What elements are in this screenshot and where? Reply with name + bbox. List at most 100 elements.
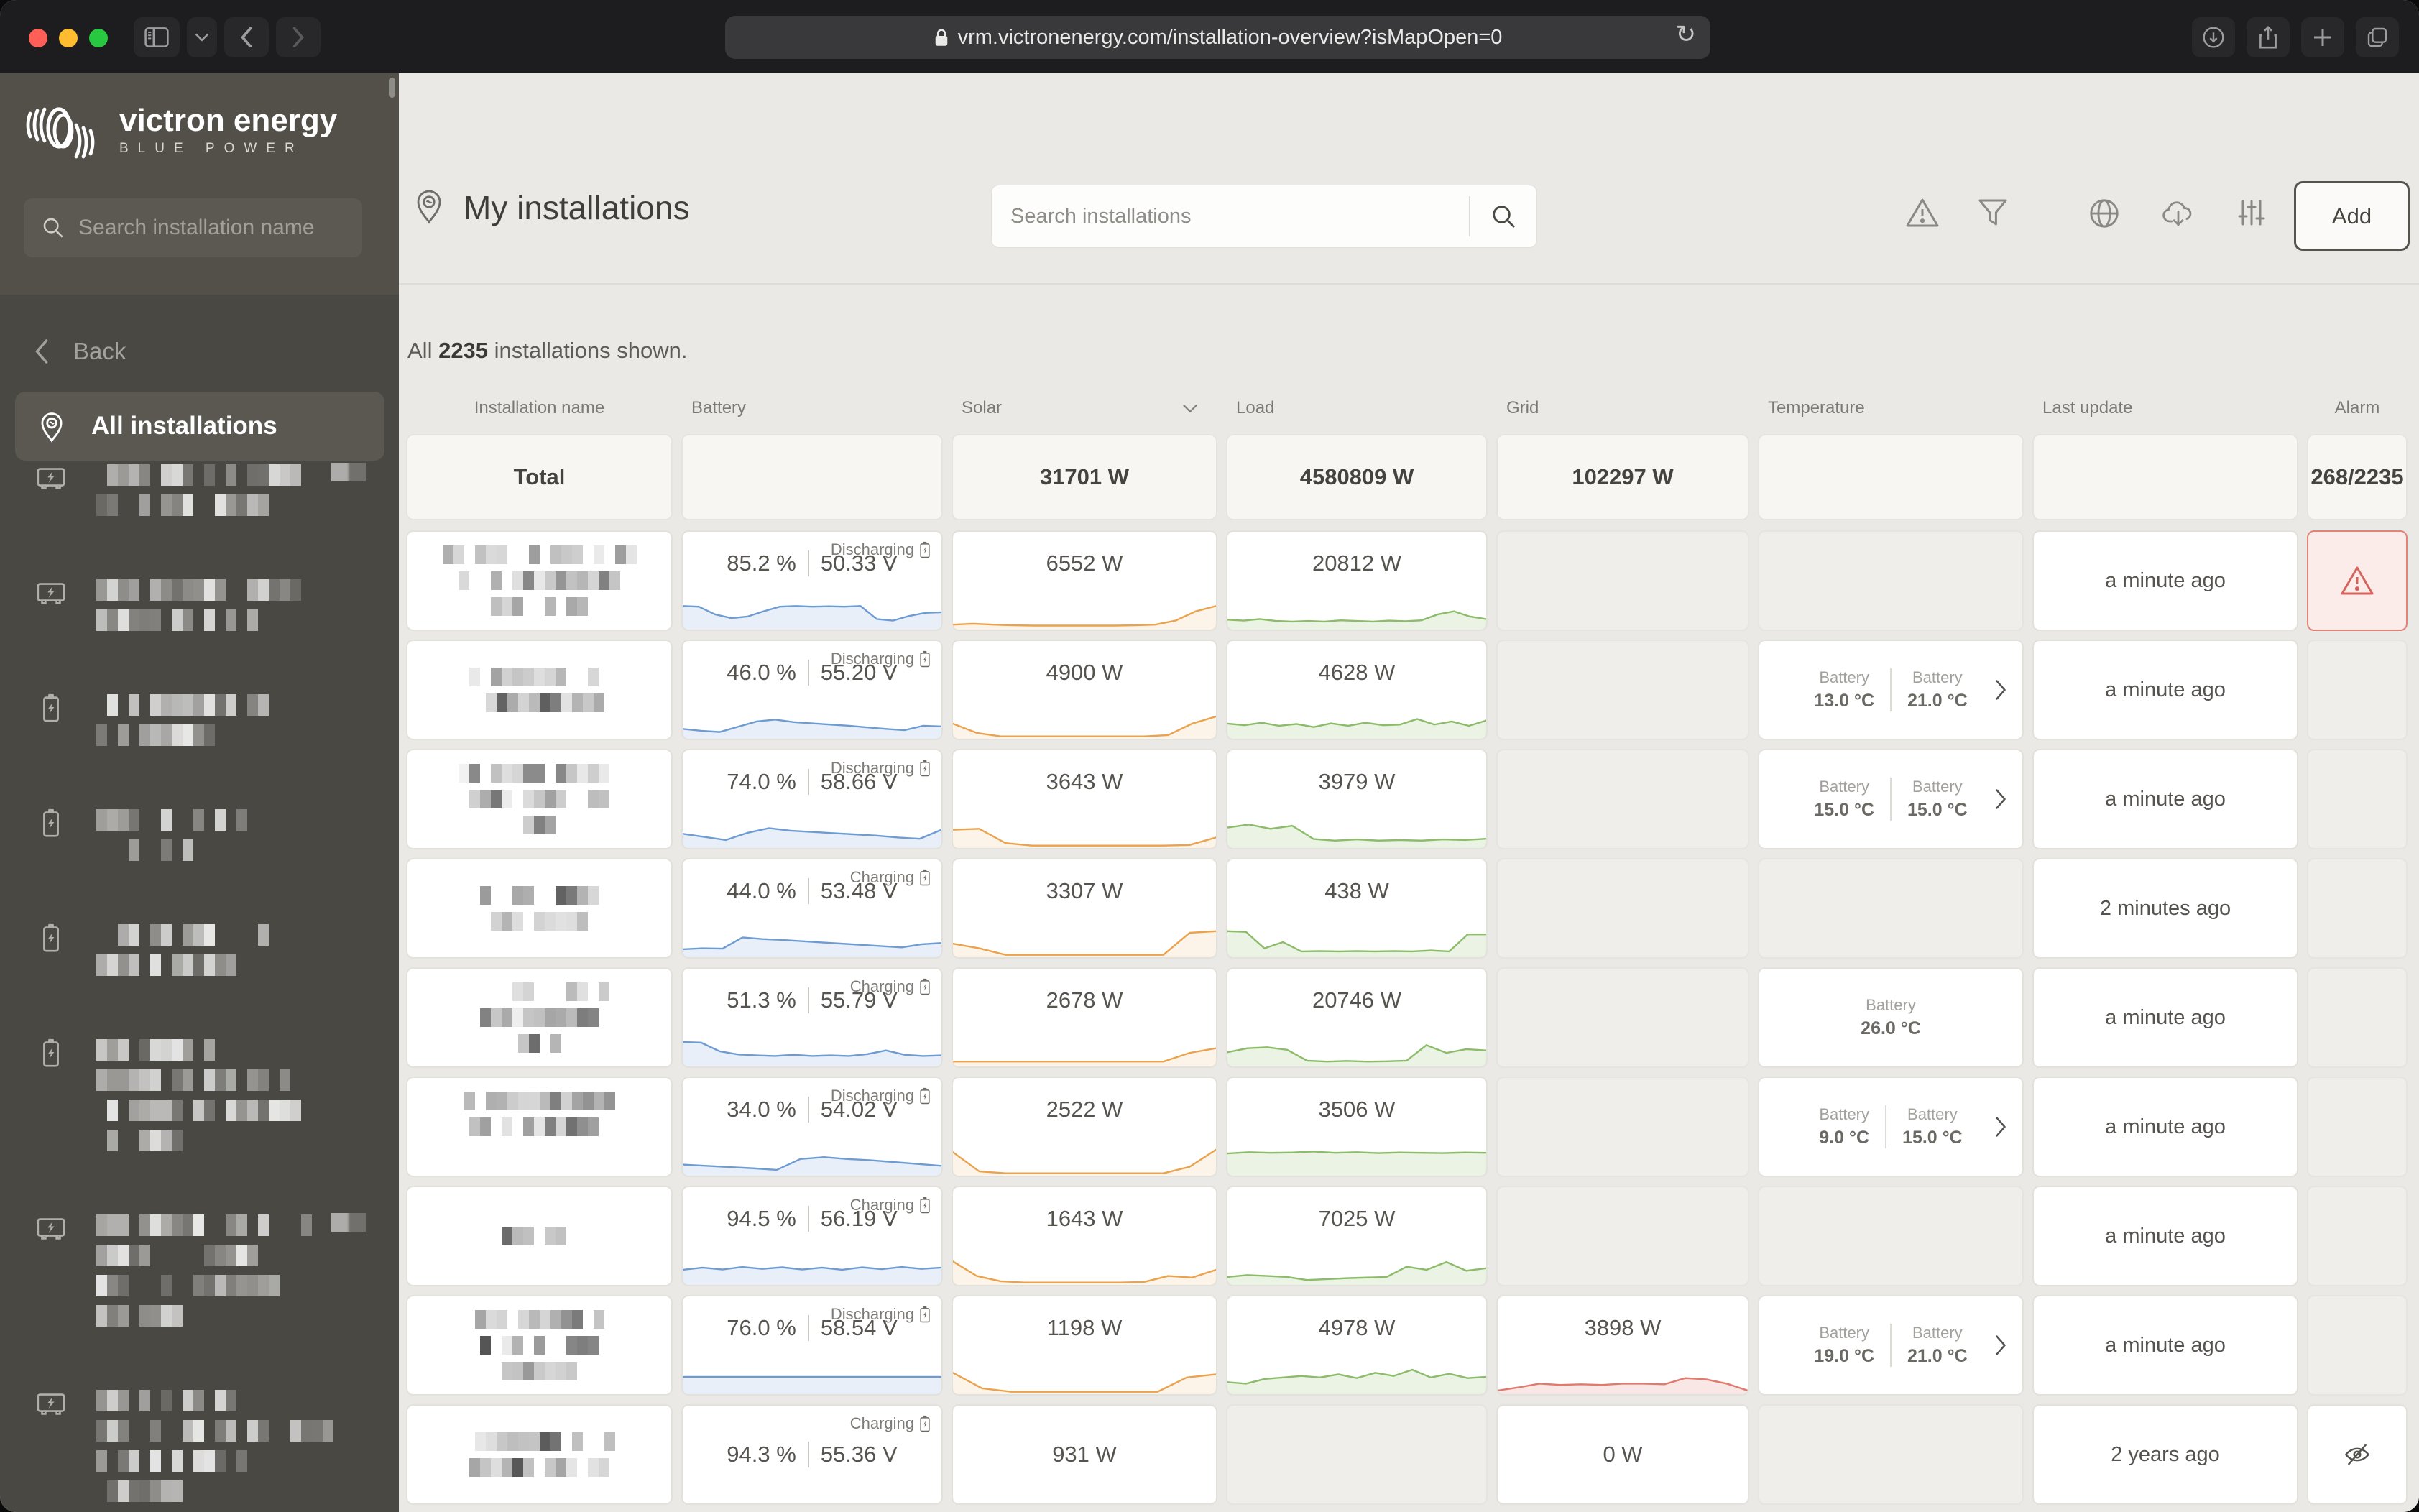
grid-cell[interactable]: 0 W [1496, 1404, 1749, 1505]
column-header-battery[interactable]: Battery [691, 398, 747, 418]
alarm-cell[interactable] [2307, 967, 2408, 1068]
installation-name-cell[interactable] [406, 1295, 673, 1396]
load-cell[interactable]: 4628 W [1226, 640, 1488, 740]
solar-cell[interactable]: 2678 W [952, 967, 1217, 1068]
grid-cell[interactable]: 3898 W [1496, 1295, 1749, 1396]
temperature-cell[interactable]: Battery 19.0 °C Battery 21.0 °C [1758, 1295, 2024, 1396]
sort-chevron-down-icon[interactable] [1183, 404, 1197, 413]
sidebar-installation-item[interactable] [0, 1210, 399, 1331]
battery-cell[interactable]: Discharging 34.0 % 54.02 V [681, 1077, 943, 1177]
column-header-last-update[interactable]: Last update [2042, 398, 2133, 418]
last-update-cell[interactable]: a minute ago [2032, 967, 2298, 1068]
download-report-button[interactable] [2161, 197, 2195, 229]
address-bar[interactable]: vrm.victronenergy.com/installation-overv… [725, 16, 1710, 59]
installation-name-cell[interactable] [406, 1186, 673, 1286]
temperature-cell[interactable]: Battery 13.0 °C Battery 21.0 °C [1758, 640, 2024, 740]
installation-name-cell[interactable] [406, 530, 673, 631]
temperature-cell[interactable]: Battery 15.0 °C Battery 15.0 °C [1758, 749, 2024, 849]
chevron-right-icon[interactable] [1995, 789, 2006, 809]
load-cell[interactable]: 20812 W [1226, 530, 1488, 631]
downloads-button[interactable] [2192, 17, 2235, 57]
column-header-solar[interactable]: Solar [952, 398, 1217, 418]
load-cell[interactable]: 7025 W [1226, 1186, 1488, 1286]
alarm-cell[interactable] [2307, 858, 2408, 959]
sidebar-installation-item[interactable] [0, 1035, 399, 1156]
column-header-temperature[interactable]: Temperature [1768, 398, 1865, 418]
sidebar-installation-item[interactable] [0, 460, 399, 520]
battery-cell[interactable]: Discharging 76.0 % 58.54 V [681, 1295, 943, 1396]
battery-cell[interactable]: Charging 44.0 % 53.48 V [681, 858, 943, 959]
column-header-alarm[interactable]: Alarm [2334, 398, 2380, 418]
grid-cell[interactable] [1496, 858, 1749, 959]
column-settings-button[interactable] [2236, 197, 2267, 229]
browser-forward-button[interactable] [276, 17, 321, 57]
solar-cell[interactable]: 3643 W [952, 749, 1217, 849]
search-installations-input[interactable] [992, 204, 1469, 229]
sidebar-installation-item[interactable] [0, 805, 399, 865]
installation-name-cell[interactable] [406, 749, 673, 849]
solar-cell[interactable]: 3307 W [952, 858, 1217, 959]
chevron-right-icon[interactable] [1995, 1117, 2006, 1137]
column-header-grid[interactable]: Grid [1506, 398, 1539, 418]
zoom-window-button[interactable] [89, 29, 108, 47]
last-update-cell[interactable]: a minute ago [2032, 530, 2298, 631]
last-update-cell[interactable]: 2 minutes ago [2032, 858, 2298, 959]
temperature-cell[interactable]: Battery 26.0 °C [1758, 967, 2024, 1068]
load-cell[interactable] [1226, 1404, 1488, 1505]
sidebar-menu-button[interactable] [187, 17, 217, 57]
installation-name-cell[interactable] [406, 1077, 673, 1177]
browser-back-button[interactable] [224, 17, 269, 57]
battery-cell[interactable]: Charging 51.3 % 55.79 V [681, 967, 943, 1068]
load-cell[interactable]: 4978 W [1226, 1295, 1488, 1396]
grid-cell[interactable] [1496, 1186, 1749, 1286]
alarm-cell[interactable] [2307, 1404, 2408, 1505]
sidebar-scrollbar-thumb[interactable] [389, 78, 395, 98]
battery-cell[interactable]: Charging 94.3 % 55.36 V [681, 1404, 943, 1505]
chevron-right-icon[interactable] [1995, 1335, 2006, 1355]
solar-cell[interactable]: 1198 W [952, 1295, 1217, 1396]
solar-cell[interactable]: 2522 W [952, 1077, 1217, 1177]
sidebar-installation-item[interactable] [0, 920, 399, 980]
alarm-cell[interactable] [2307, 749, 2408, 849]
column-header-installation-name[interactable]: Installation name [474, 398, 605, 418]
minimize-window-button[interactable] [59, 29, 78, 47]
last-update-cell[interactable]: a minute ago [2032, 1295, 2298, 1396]
last-update-cell[interactable]: a minute ago [2032, 749, 2298, 849]
sidebar-installation-item[interactable] [0, 575, 399, 635]
battery-cell[interactable]: Discharging 85.2 % 50.33 V [681, 530, 943, 631]
grid-cell[interactable] [1496, 749, 1749, 849]
solar-cell[interactable]: 6552 W [952, 530, 1217, 631]
reload-icon[interactable]: ↻ [1675, 21, 1697, 48]
last-update-cell[interactable]: a minute ago [2032, 1077, 2298, 1177]
close-window-button[interactable] [29, 29, 47, 47]
sidebar-item-all-installations[interactable]: All installations [15, 392, 384, 461]
share-button[interactable] [2247, 17, 2290, 57]
load-cell[interactable]: 3979 W [1226, 749, 1488, 849]
installation-name-cell[interactable] [406, 967, 673, 1068]
chevron-right-icon[interactable] [1995, 680, 2006, 700]
temperature-cell[interactable] [1758, 1186, 2024, 1286]
alarm-cell[interactable] [2307, 1077, 2408, 1177]
add-installation-button[interactable]: Add [2294, 181, 2410, 251]
alarms-toolbar-button[interactable] [1905, 197, 1940, 229]
sidebar-back-button[interactable]: Back [34, 338, 126, 365]
column-header-load[interactable]: Load [1236, 398, 1275, 418]
solar-cell[interactable]: 4900 W [952, 640, 1217, 740]
last-update-cell[interactable]: a minute ago [2032, 1186, 2298, 1286]
sidebar-installation-item[interactable] [0, 690, 399, 750]
load-cell[interactable]: 3506 W [1226, 1077, 1488, 1177]
temperature-cell[interactable] [1758, 1404, 2024, 1505]
temperature-cell[interactable] [1758, 530, 2024, 631]
battery-cell[interactable]: Discharging 46.0 % 55.20 V [681, 640, 943, 740]
tab-overview-button[interactable] [2356, 17, 2399, 57]
installation-name-cell[interactable] [406, 640, 673, 740]
battery-cell[interactable]: Discharging 74.0 % 58.66 V [681, 749, 943, 849]
alarm-cell[interactable] [2307, 1186, 2408, 1286]
installation-name-cell[interactable] [406, 858, 673, 959]
alarm-cell[interactable] [2307, 530, 2408, 631]
grid-cell[interactable] [1496, 1077, 1749, 1177]
last-update-cell[interactable]: a minute ago [2032, 640, 2298, 740]
installation-name-cell[interactable] [406, 1404, 673, 1505]
new-tab-button[interactable] [2301, 17, 2344, 57]
grid-cell[interactable] [1496, 967, 1749, 1068]
